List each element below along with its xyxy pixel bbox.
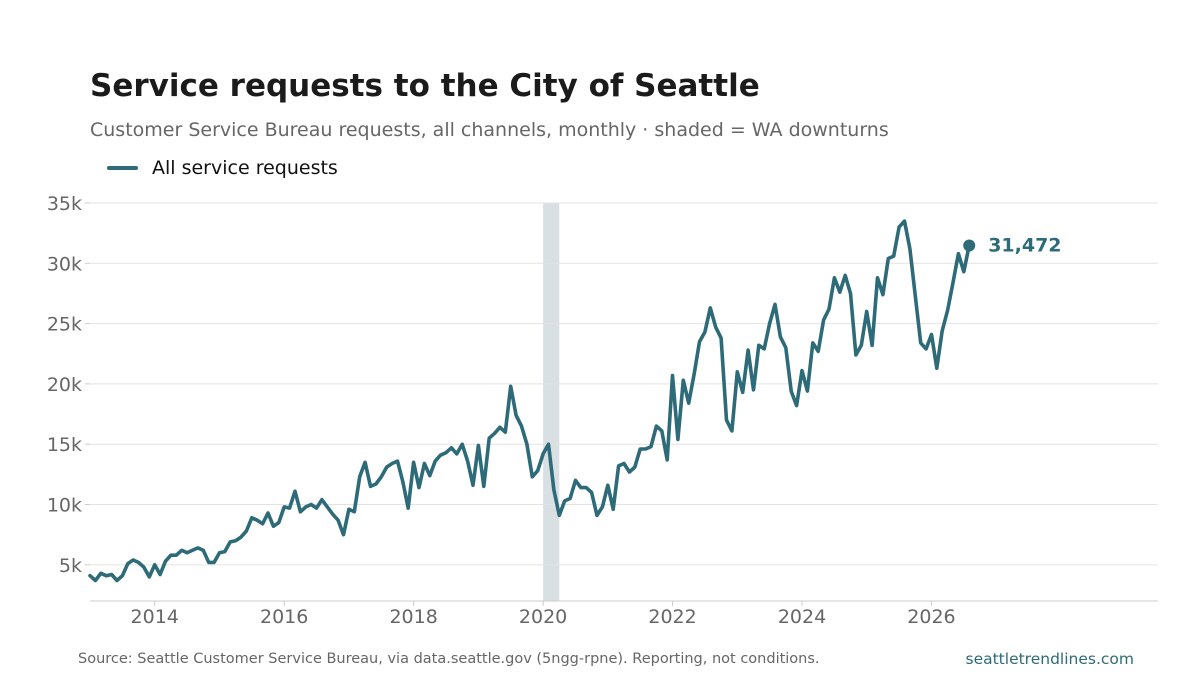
y-tick-label: 20k — [47, 374, 82, 396]
x-tick-label: 2018 — [389, 606, 437, 628]
legend: All service requests — [107, 157, 338, 179]
end-value-label: 31,472 — [988, 235, 1061, 257]
downturn-shade — [543, 203, 560, 601]
x-tick-label: 2022 — [648, 606, 696, 628]
source-note: Source: Seattle Customer Service Bureau,… — [78, 651, 820, 667]
x-tick-label: 2020 — [519, 606, 567, 628]
y-tick-label: 35k — [47, 193, 82, 215]
x-tick-label: 2024 — [778, 606, 826, 628]
x-tick-label: 2026 — [907, 606, 955, 628]
chart-subtitle: Customer Service Bureau requests, all ch… — [90, 119, 889, 141]
series-layer — [88, 219, 976, 583]
chart-title: Service requests to the City of Seattle — [90, 68, 760, 104]
y-tick-label: 5k — [59, 555, 82, 577]
legend-label: All service requests — [152, 157, 338, 179]
series-line-all-requests — [88, 219, 972, 583]
y-tick-label: 25k — [47, 314, 82, 336]
end-point-marker — [963, 239, 976, 252]
shade-layer — [543, 203, 560, 601]
axis-layer: 5k 10k 15k 20k 25k 30k 35k 2014 2016 2018 2020 2022… — [47, 193, 1158, 628]
y-tick-label: 15k — [47, 434, 82, 456]
y-tick-label: 30k — [47, 253, 82, 275]
y-tick-label: 10k — [47, 495, 82, 517]
legend-swatch — [107, 166, 138, 170]
x-tick-label: 2014 — [131, 606, 179, 628]
grid-layer — [90, 202, 1158, 566]
x-tick-label: 2016 — [260, 606, 308, 628]
site-link[interactable]: seattletrendlines.com — [965, 650, 1135, 668]
label-layer: 31,472 — [988, 235, 1061, 257]
